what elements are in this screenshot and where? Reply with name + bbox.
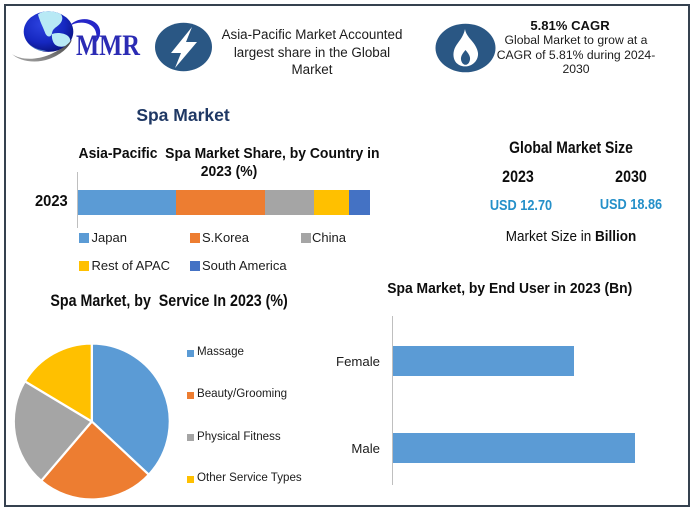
svg-text:MMR: MMR (76, 29, 140, 62)
